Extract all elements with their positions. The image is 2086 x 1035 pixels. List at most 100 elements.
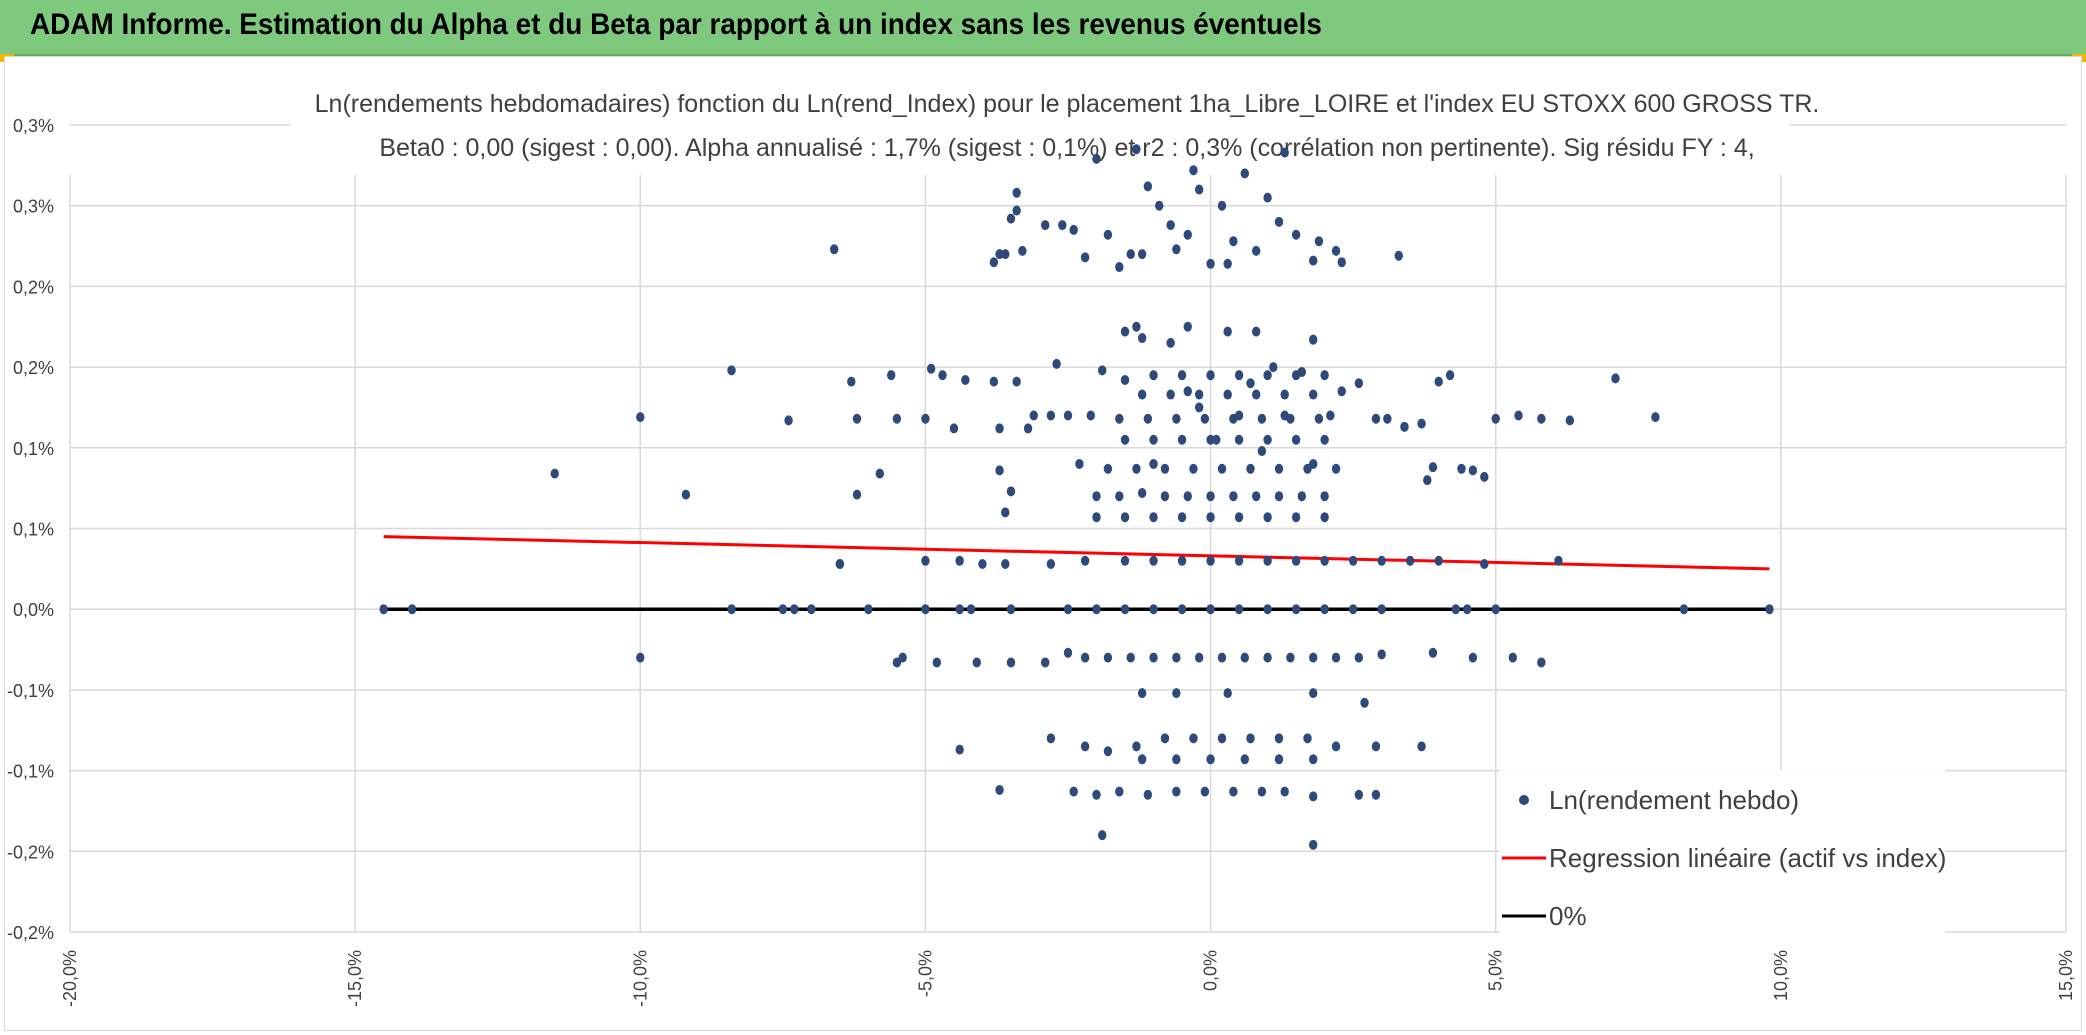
- data-point: [1120, 604, 1130, 615]
- y-tick-label: 0,1%: [13, 520, 54, 540]
- y-tick-label: 0,2%: [13, 277, 54, 297]
- x-tick-label: -10,0%: [630, 950, 650, 1007]
- data-point: [852, 413, 862, 424]
- data-point: [1565, 415, 1575, 426]
- page-title: ADAM Informe. Estimation du Alpha et du …: [30, 8, 1322, 41]
- data-point: [1320, 434, 1329, 445]
- data-point: [1263, 512, 1272, 523]
- data-point: [995, 423, 1004, 434]
- data-point: [966, 604, 976, 615]
- data-point: [1377, 604, 1386, 615]
- data-point: [1194, 184, 1204, 195]
- legend-label-zero: 0%: [1549, 901, 1587, 931]
- data-point: [1377, 649, 1386, 660]
- data-point: [1360, 697, 1369, 708]
- data-point: [1046, 733, 1056, 744]
- data-point: [1098, 830, 1107, 841]
- data-point: [1149, 604, 1158, 615]
- data-point: [1491, 604, 1500, 615]
- data-point: [1012, 205, 1021, 216]
- legend-label-scatter: Ln(rendement hebdo): [1549, 785, 1799, 815]
- data-point: [1331, 245, 1341, 256]
- data-point: [1040, 220, 1050, 231]
- data-point: [1217, 463, 1227, 474]
- data-point: [1274, 491, 1284, 502]
- data-point: [1137, 389, 1147, 400]
- data-point: [1491, 413, 1500, 424]
- data-point: [1274, 733, 1284, 744]
- data-point: [1223, 326, 1232, 337]
- data-point: [1291, 229, 1301, 240]
- data-point: [1309, 255, 1318, 266]
- data-point: [1103, 463, 1113, 474]
- data-point: [1132, 321, 1141, 332]
- data-point: [1371, 741, 1381, 752]
- data-point: [1086, 410, 1096, 421]
- data-point: [1240, 652, 1249, 663]
- data-point: [1348, 555, 1358, 566]
- data-point: [1251, 389, 1261, 400]
- data-point: [1280, 786, 1289, 797]
- data-point: [1274, 754, 1284, 765]
- data-point: [1320, 604, 1329, 615]
- data-point: [1092, 153, 1101, 164]
- data-point: [1206, 491, 1215, 502]
- data-point: [1445, 370, 1455, 381]
- legend-marker-scatter: [1519, 795, 1529, 805]
- data-point: [1309, 334, 1318, 345]
- data-point: [1263, 370, 1272, 381]
- data-point: [892, 657, 902, 668]
- data-point: [1417, 418, 1426, 429]
- y-tick-label: -0,2%: [7, 923, 54, 943]
- data-point: [1172, 652, 1181, 663]
- data-point: [1200, 413, 1210, 424]
- data-point: [1155, 200, 1164, 211]
- data-point: [1537, 413, 1546, 424]
- data-point: [1006, 486, 1016, 497]
- x-tick-label: 15,0%: [2056, 950, 2076, 1001]
- series-layer: [379, 144, 1774, 850]
- data-point: [1234, 512, 1244, 523]
- data-point: [1075, 458, 1084, 469]
- data-point: [1263, 434, 1272, 445]
- y-tick-label: -0,1%: [7, 681, 54, 701]
- chart-title-line-2: Beta0 : 0,00 (sigest : 0,00). Alpha annu…: [379, 134, 1754, 162]
- data-point: [1206, 754, 1215, 765]
- data-point: [1217, 200, 1227, 211]
- data-point: [1263, 604, 1272, 615]
- data-point: [1394, 250, 1403, 261]
- data-point: [1246, 463, 1255, 474]
- data-point: [1320, 491, 1329, 502]
- data-point: [1434, 376, 1443, 387]
- data-point: [1058, 220, 1067, 231]
- data-point: [1160, 463, 1170, 474]
- data-point: [1451, 604, 1460, 615]
- data-point: [1166, 220, 1175, 231]
- data-point: [1149, 555, 1158, 566]
- data-point: [1331, 463, 1341, 474]
- data-point: [1023, 423, 1033, 434]
- data-point: [1052, 358, 1061, 369]
- data-point: [1309, 389, 1318, 400]
- data-point: [1234, 604, 1244, 615]
- data-point: [1069, 224, 1078, 235]
- data-point: [1314, 236, 1324, 247]
- x-tick-label: -5,0%: [915, 950, 935, 997]
- data-point: [1137, 688, 1147, 699]
- data-point: [1257, 413, 1267, 424]
- data-point: [1063, 604, 1073, 615]
- data-point: [1217, 733, 1227, 744]
- data-point: [1206, 512, 1215, 523]
- data-point: [955, 604, 964, 615]
- data-point: [1126, 249, 1135, 260]
- data-point: [938, 370, 947, 381]
- data-point: [1001, 249, 1010, 260]
- data-point: [1120, 375, 1130, 386]
- data-point: [1177, 370, 1187, 381]
- data-point: [1120, 512, 1130, 523]
- y-tick-label: -0,1%: [7, 762, 54, 782]
- data-point: [1229, 236, 1238, 247]
- data-point: [1160, 733, 1170, 744]
- data-point: [1183, 321, 1192, 332]
- data-point: [1314, 413, 1324, 424]
